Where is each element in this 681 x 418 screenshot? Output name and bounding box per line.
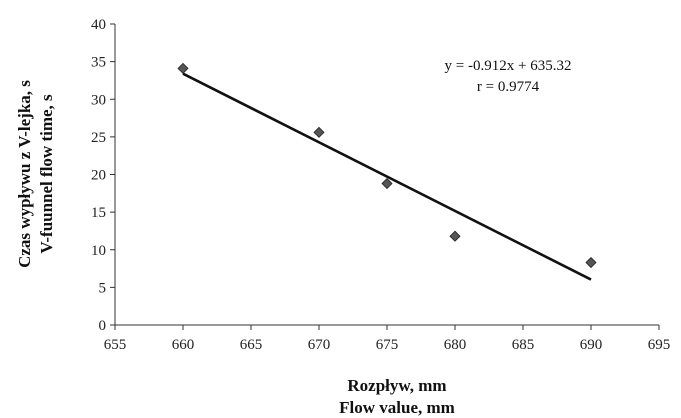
trendline-equation: y = -0.912x + 635.32 bbox=[445, 58, 572, 74]
x-tick-label: 680 bbox=[444, 337, 467, 353]
x-tick-label: 665 bbox=[240, 337, 263, 353]
x-tick-label: 660 bbox=[172, 337, 195, 353]
x-axis-title-line-2: Flow value, mm bbox=[339, 398, 455, 417]
data-point bbox=[585, 256, 597, 269]
y-tick-label: 0 bbox=[99, 318, 107, 334]
data-point bbox=[381, 177, 393, 190]
data-points bbox=[177, 62, 597, 269]
axes bbox=[114, 24, 659, 326]
x-tick-label: 675 bbox=[376, 337, 399, 353]
x-tick-label: 655 bbox=[104, 337, 127, 353]
x-tick-label: 685 bbox=[512, 337, 535, 353]
y-ticks: 0 5 10 15 20 25 30 35 40 bbox=[91, 17, 115, 334]
x-axis-title-line-1: Rozpływ, mm bbox=[347, 376, 446, 395]
y-tick-label: 10 bbox=[91, 243, 106, 259]
y-tick-label: 25 bbox=[91, 130, 106, 146]
data-point bbox=[313, 126, 325, 138]
x-tick-label: 690 bbox=[580, 337, 603, 353]
data-point bbox=[449, 230, 461, 242]
y-tick-label: 30 bbox=[91, 92, 106, 108]
y-tick-label: 15 bbox=[91, 205, 106, 221]
trendline bbox=[182, 72, 592, 281]
y-tick-label: 5 bbox=[99, 280, 107, 296]
x-tick-label: 670 bbox=[308, 337, 331, 353]
data-point bbox=[177, 62, 189, 74]
y-axis-title-line-1: Czas wypływu z V-lejka, s bbox=[15, 80, 34, 268]
x-tick-label: 695 bbox=[648, 337, 671, 353]
y-tick-label: 20 bbox=[91, 168, 106, 184]
trendline-r-value: r = 0.9774 bbox=[477, 79, 540, 95]
y-axis-title-line-2: V-fuunnel flow time, s bbox=[37, 94, 56, 254]
y-tick-label: 40 bbox=[91, 17, 106, 33]
x-ticks: 655 660 665 670 675 680 685 690 695 bbox=[104, 325, 671, 353]
y-tick-label: 35 bbox=[91, 55, 106, 71]
